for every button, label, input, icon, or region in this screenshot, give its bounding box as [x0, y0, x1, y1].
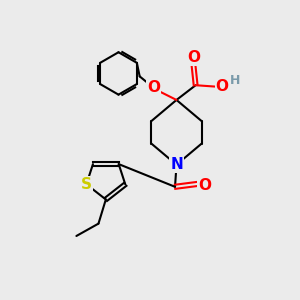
Text: O: O — [187, 50, 200, 65]
Text: O: O — [198, 178, 211, 193]
Text: S: S — [81, 177, 92, 192]
Text: N: N — [170, 157, 183, 172]
Text: H: H — [230, 74, 240, 87]
Text: O: O — [216, 79, 229, 94]
Text: O: O — [147, 80, 160, 95]
